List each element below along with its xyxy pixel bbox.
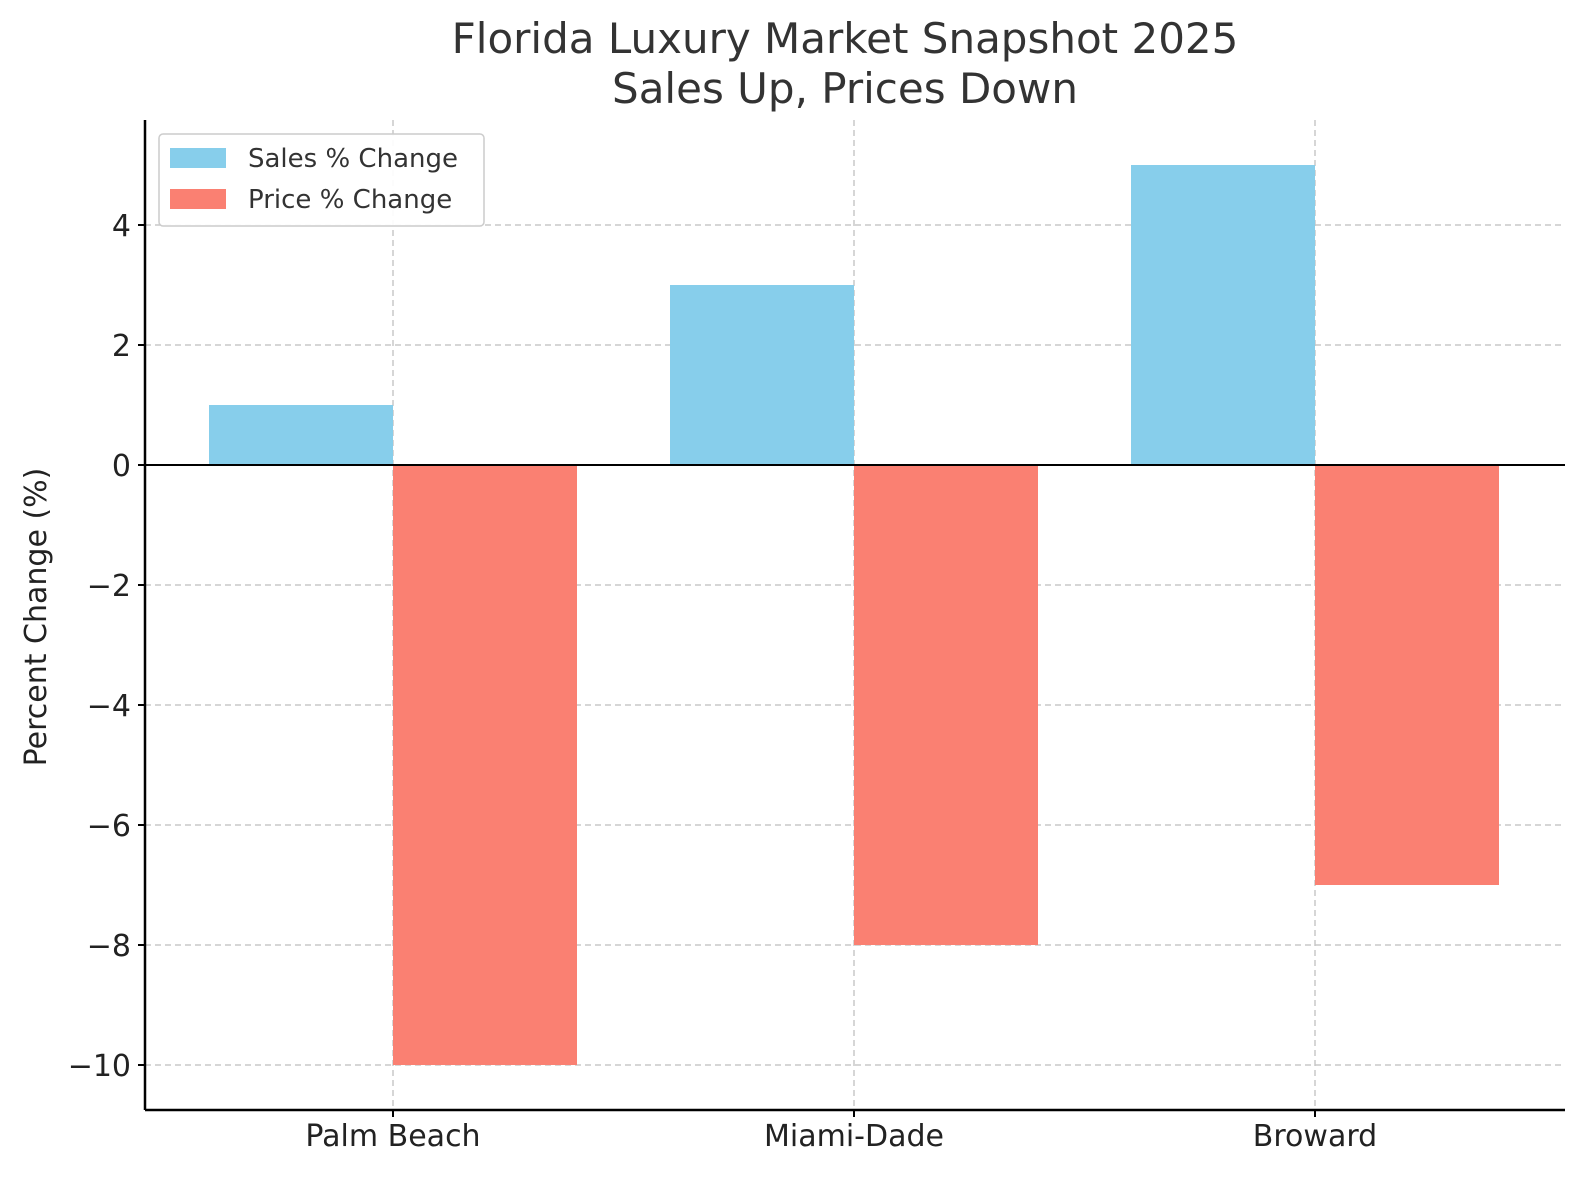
bar-sales-miami-dade bbox=[670, 285, 854, 465]
legend-swatch-sales bbox=[170, 148, 226, 168]
bar-price-broward bbox=[1315, 465, 1499, 885]
bar-sales-palm-beach bbox=[209, 405, 393, 465]
y-axis-label: Percent Change (%) bbox=[19, 468, 54, 767]
legend-label-sales: Sales % Change bbox=[248, 144, 458, 174]
bar-price-miami-dade bbox=[854, 465, 1038, 945]
y-tick-label: 2 bbox=[112, 329, 131, 364]
legend-label-price: Price % Change bbox=[248, 185, 452, 215]
y-tick-label: −8 bbox=[87, 929, 131, 964]
x-tick-label: Miami-Dade bbox=[764, 1119, 944, 1154]
y-tick-label: −4 bbox=[87, 689, 131, 724]
y-tick-label: 4 bbox=[112, 209, 131, 244]
x-tick-label: Palm Beach bbox=[305, 1119, 480, 1154]
legend: Sales % Change Price % Change bbox=[158, 133, 485, 227]
y-tick-label: 0 bbox=[112, 449, 131, 484]
legend-swatch-price bbox=[170, 189, 226, 209]
bar-sales-broward bbox=[1131, 165, 1315, 465]
y-tick-label: −2 bbox=[87, 569, 131, 604]
chart-title-line-1: Florida Luxury Market Snapshot 2025 bbox=[452, 14, 1239, 63]
y-tick-label: −6 bbox=[87, 809, 131, 844]
bars bbox=[209, 165, 1499, 1065]
chart-title-line-2: Sales Up, Prices Down bbox=[612, 64, 1078, 113]
x-tick-label: Broward bbox=[1253, 1119, 1377, 1154]
legend-box bbox=[158, 133, 485, 227]
y-tick-label: −10 bbox=[68, 1049, 131, 1084]
x-ticks: Palm Beach Miami-Dade Broward bbox=[305, 1110, 1377, 1154]
y-ticks: 4 2 0 −2 −4 −6 −8 −10 bbox=[68, 209, 145, 1084]
bar-price-palm-beach bbox=[393, 465, 577, 1065]
